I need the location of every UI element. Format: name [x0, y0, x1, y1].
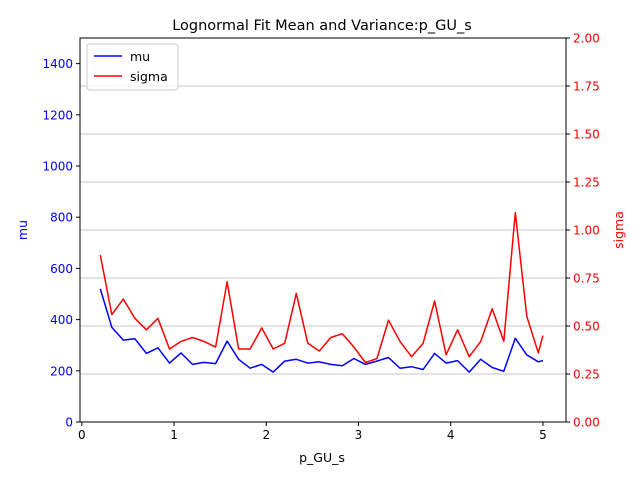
series-line-sigma — [99, 211, 544, 364]
x-tick-label: 5 — [539, 428, 547, 442]
y-left-tick-label: 200 — [50, 364, 73, 378]
chart-title: Lognormal Fit Mean and Variance:p_GU_s — [172, 18, 472, 34]
y-axis-left: 0 200 400 600 800 1000 1200 1400 — [42, 57, 80, 430]
y-left-tick-label: 600 — [50, 262, 73, 276]
series-line-mu — [99, 288, 544, 373]
y-right-tick-label: 0.25 — [573, 368, 600, 382]
x-tick-label: 0 — [78, 428, 86, 442]
series-layer — [99, 211, 544, 373]
x-tick-label: 4 — [447, 428, 455, 442]
y-right-tick-label: 0.50 — [573, 320, 600, 334]
y-right-tick-label: 1.50 — [573, 128, 600, 142]
y-left-tick-label: 1200 — [42, 108, 73, 122]
y-left-tick-label: 1400 — [42, 57, 73, 71]
grid-lines — [80, 37, 566, 423]
y-left-tick-label: 800 — [50, 211, 73, 225]
y-axis-right: 0.00 0.25 0.50 0.75 1.00 1.25 1.50 1.75 2.00 — [566, 32, 600, 430]
x-axis-label: p_GU_s — [299, 450, 345, 465]
y-right-tick-label: 0.00 — [573, 416, 600, 430]
y-axis-right-label: sigma — [611, 211, 626, 249]
y-right-tick-label: 1.75 — [573, 80, 600, 94]
y-left-tick-label: 400 — [50, 313, 73, 327]
x-axis: 0 1 2 3 4 5 — [78, 422, 547, 442]
legend-label-sigma: sigma — [130, 69, 168, 84]
y-left-tick-label: 0 — [65, 416, 73, 430]
legend: mu sigma — [86, 43, 179, 91]
y-left-tick-label: 1000 — [42, 160, 73, 174]
legend-label-mu: mu — [130, 49, 150, 64]
x-tick-label: 3 — [355, 428, 363, 442]
y-right-tick-label: 1.00 — [573, 224, 600, 238]
x-tick-label: 2 — [262, 428, 270, 442]
y-right-tick-label: 1.25 — [573, 176, 600, 190]
y-right-tick-label: 0.75 — [573, 272, 600, 286]
y-axis-left-label: mu — [15, 220, 30, 240]
x-tick-label: 1 — [170, 428, 178, 442]
y-right-tick-label: 2.00 — [573, 32, 600, 46]
